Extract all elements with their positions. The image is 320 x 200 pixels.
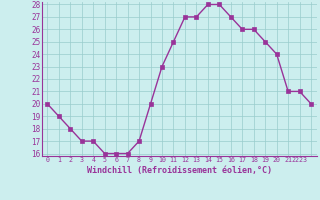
X-axis label: Windchill (Refroidissement éolien,°C): Windchill (Refroidissement éolien,°C) bbox=[87, 166, 272, 175]
